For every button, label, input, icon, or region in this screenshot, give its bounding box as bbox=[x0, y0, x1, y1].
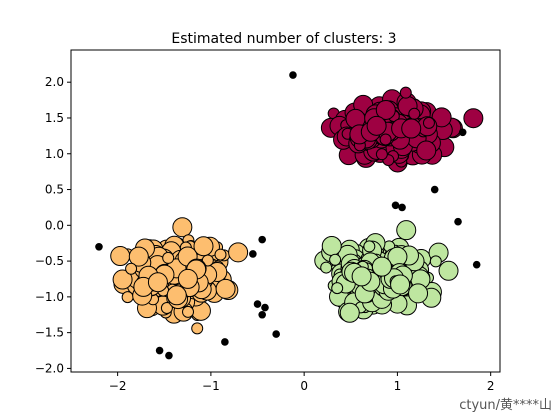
scatter-point bbox=[166, 285, 187, 306]
noise-point bbox=[95, 242, 103, 251]
x-tick-label: 2 bbox=[487, 379, 495, 393]
y-tick-label: 0.0 bbox=[45, 218, 64, 232]
chart-title: Estimated number of clusters: 3 bbox=[171, 31, 396, 47]
scatter-point bbox=[321, 235, 342, 256]
y-tick-label: −2.0 bbox=[35, 361, 64, 375]
scatter-point bbox=[121, 291, 134, 304]
scatter-point bbox=[366, 115, 387, 136]
scatter-point bbox=[351, 266, 372, 287]
plot-border bbox=[70, 49, 501, 373]
scatter-point bbox=[408, 283, 429, 304]
y-tick-label: −0.5 bbox=[35, 254, 64, 268]
scatter-point bbox=[431, 107, 452, 128]
scatter-point bbox=[193, 236, 214, 257]
scatter-point bbox=[128, 246, 149, 267]
y-tick-label: 1.0 bbox=[45, 147, 64, 161]
cluster-0-points bbox=[320, 86, 484, 173]
scatter-point bbox=[214, 248, 227, 261]
scatter-point bbox=[363, 240, 376, 253]
scatter-point bbox=[125, 262, 138, 275]
scatter-point bbox=[160, 301, 173, 314]
plot-frame bbox=[71, 50, 500, 372]
y-tick-label: 2.0 bbox=[45, 75, 64, 89]
y-tick-label: 0.5 bbox=[45, 183, 64, 197]
scatter-point bbox=[438, 260, 459, 281]
scatter-point bbox=[375, 99, 396, 120]
scatter-point bbox=[177, 268, 198, 289]
scatter-point bbox=[399, 86, 412, 99]
scatter-points bbox=[95, 71, 484, 360]
noise-point bbox=[472, 260, 481, 269]
x-tick-label: −2 bbox=[109, 379, 127, 393]
cluster-2-points bbox=[314, 220, 459, 323]
noise-point bbox=[261, 303, 269, 312]
scatter-point bbox=[429, 255, 442, 268]
scatter-point bbox=[162, 251, 175, 264]
scatter-point bbox=[416, 140, 437, 161]
scatter-point bbox=[110, 246, 131, 267]
scatter-point bbox=[422, 116, 435, 129]
y-axis: −2.0 −1.5 −1.0 −0.5 0.0 0.5 1.0 1.5 2.0 bbox=[35, 75, 71, 375]
x-tick-label: −1 bbox=[202, 379, 220, 393]
noise-point bbox=[253, 300, 262, 308]
x-axis: −2 −1 0 1 2 bbox=[109, 372, 495, 393]
noise-point bbox=[221, 338, 229, 346]
scatter-point bbox=[463, 108, 484, 129]
noise-points bbox=[95, 71, 481, 360]
scatter-point bbox=[379, 133, 392, 146]
y-tick-label: −1.0 bbox=[35, 290, 64, 304]
scatter-point bbox=[147, 272, 168, 293]
noise-point bbox=[458, 128, 467, 137]
scatter-point bbox=[375, 148, 388, 161]
scatter-point bbox=[408, 107, 421, 120]
noise-point bbox=[289, 71, 297, 79]
noise-point bbox=[454, 217, 462, 226]
scatter-point bbox=[320, 261, 333, 274]
scatter-point bbox=[339, 302, 360, 323]
noise-point bbox=[155, 346, 164, 355]
scatter-point bbox=[331, 282, 344, 295]
scatter-point bbox=[112, 269, 133, 290]
noise-point bbox=[398, 203, 406, 212]
noise-point bbox=[272, 330, 280, 338]
scatter-point bbox=[401, 118, 422, 139]
y-tick-label: −1.5 bbox=[35, 326, 64, 340]
scatter-point bbox=[371, 256, 392, 277]
noise-point bbox=[430, 185, 439, 194]
noise-point bbox=[165, 351, 173, 360]
cluster-1-points bbox=[110, 217, 249, 335]
scatter-point bbox=[228, 242, 249, 263]
noise-point bbox=[249, 250, 257, 258]
x-tick-label: 0 bbox=[300, 379, 308, 393]
scatter-point bbox=[172, 217, 193, 238]
scatter-point bbox=[182, 305, 195, 318]
watermark: ctyun/黄****山 bbox=[459, 398, 552, 413]
noise-point bbox=[258, 235, 266, 244]
x-tick-label: 1 bbox=[394, 379, 402, 393]
noise-point bbox=[258, 310, 266, 319]
y-tick-label: 1.5 bbox=[45, 111, 64, 125]
scatter-point bbox=[390, 274, 411, 295]
scatter-point bbox=[329, 253, 342, 266]
noise-point bbox=[391, 201, 400, 210]
scatter-point bbox=[215, 278, 236, 299]
scatter-point bbox=[396, 220, 417, 241]
scatter-point bbox=[191, 322, 204, 335]
